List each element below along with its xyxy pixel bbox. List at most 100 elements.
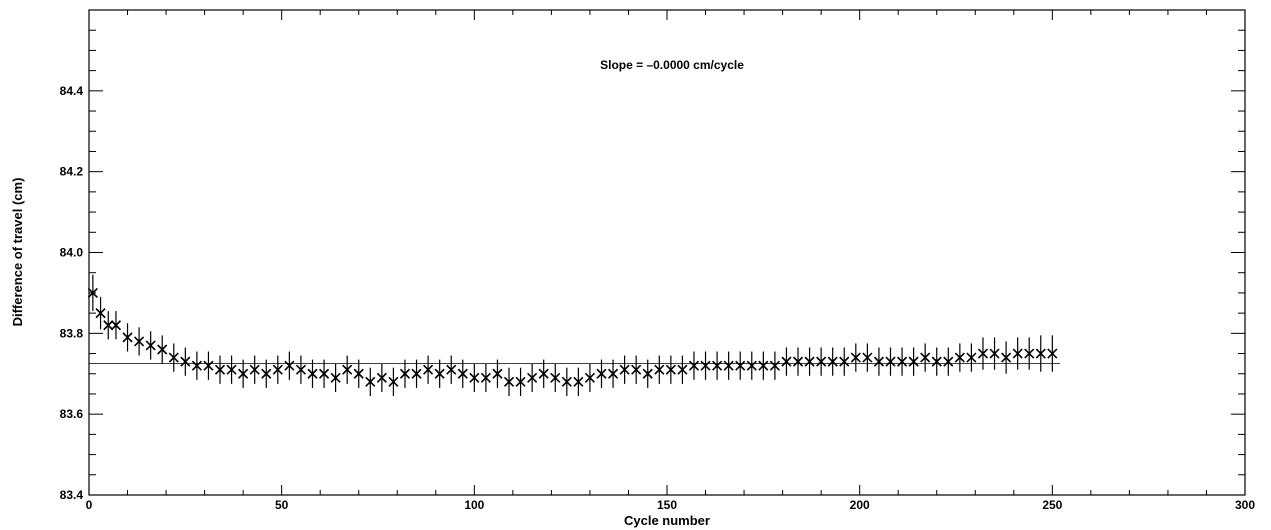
x-tick-label: 250 (1042, 498, 1062, 512)
data-point (943, 356, 954, 367)
data-point (596, 368, 607, 379)
data-point (573, 376, 584, 387)
data-point (226, 364, 237, 375)
data-point (746, 360, 757, 371)
data-point (103, 320, 114, 331)
data-point (365, 376, 376, 387)
x-tick-labels: 0 50 100 150 200 250 300 (86, 498, 1256, 512)
data-point (272, 364, 283, 375)
data-point (515, 376, 526, 387)
data-point (434, 368, 445, 379)
data-point (561, 376, 572, 387)
data-point (908, 356, 919, 367)
y-axis-label: Difference of travel (cm) (10, 178, 25, 327)
data-point (966, 352, 977, 363)
data-point (376, 372, 387, 383)
data-point (307, 368, 318, 379)
data-point (607, 368, 619, 379)
data-point (157, 344, 168, 355)
data-point (492, 368, 503, 379)
slope-annotation: Slope = –0.0000 cm/cycle (600, 58, 744, 72)
data-point (631, 364, 642, 375)
y-tick-label: 84.4 (60, 84, 84, 98)
data-point (1047, 348, 1058, 359)
x-axis-label: Cycle number (624, 513, 710, 528)
data-point (388, 376, 399, 387)
data-point (700, 360, 711, 371)
data-point (769, 360, 780, 371)
data-point (584, 372, 595, 383)
data-point (873, 356, 884, 367)
data-point (896, 356, 908, 367)
data-points (87, 287, 1058, 387)
data-point (885, 356, 896, 367)
data-point (469, 372, 480, 383)
data-point (95, 308, 106, 319)
data-point (665, 364, 676, 375)
y-tick-label: 83.6 (60, 407, 84, 421)
data-point (134, 336, 145, 347)
data-point (191, 360, 202, 371)
data-point (503, 376, 515, 387)
data-point (446, 364, 457, 375)
data-point (538, 368, 549, 379)
y-tick-label: 84.2 (60, 165, 84, 179)
data-point (284, 360, 295, 371)
y-tick-label: 84.0 (60, 246, 84, 260)
plot-frame (88, 9, 1246, 496)
data-point (203, 360, 214, 371)
y-tick-label: 83.4 (60, 488, 84, 502)
data-point (1012, 348, 1023, 359)
data-point (723, 360, 734, 371)
data-point (839, 356, 850, 367)
data-point (145, 340, 156, 351)
data-point (735, 360, 746, 371)
data-point (1024, 348, 1035, 359)
data-point (792, 356, 804, 367)
data-point (180, 356, 191, 367)
data-point (411, 368, 422, 379)
data-point (654, 364, 665, 375)
data-point (330, 372, 341, 383)
data-point (954, 352, 965, 363)
data-point (249, 364, 260, 375)
data-point (862, 352, 873, 363)
axis-ticks (88, 9, 1246, 496)
data-point (122, 332, 133, 343)
data-point (758, 360, 769, 371)
x-tick-label: 150 (657, 498, 677, 512)
data-point (295, 364, 306, 375)
data-point (399, 368, 411, 379)
data-point (977, 348, 989, 359)
data-point (931, 356, 942, 367)
data-point (816, 356, 827, 367)
data-point (238, 368, 249, 379)
data-point (850, 352, 861, 363)
data-point (527, 372, 538, 383)
data-point (353, 368, 364, 379)
x-tick-label: 100 (464, 498, 484, 512)
data-point (619, 364, 630, 375)
data-point (677, 364, 688, 375)
data-point (457, 368, 468, 379)
data-point (480, 372, 491, 383)
x-tick-label: 200 (850, 498, 870, 512)
data-point (642, 368, 653, 379)
data-point (781, 356, 792, 367)
data-point (989, 348, 1000, 359)
x-tick-label: 50 (275, 498, 289, 512)
data-point (920, 352, 931, 363)
data-point (423, 364, 434, 375)
error-bars (92, 274, 1053, 396)
x-tick-label: 300 (1235, 498, 1255, 512)
data-point (827, 356, 838, 367)
data-point (550, 372, 561, 383)
data-point (318, 368, 330, 379)
data-point (87, 287, 98, 298)
y-tick-label: 83.8 (60, 326, 84, 340)
data-point (1001, 352, 1012, 363)
data-point (110, 320, 122, 331)
data-point (168, 352, 179, 363)
data-point (1035, 348, 1046, 359)
